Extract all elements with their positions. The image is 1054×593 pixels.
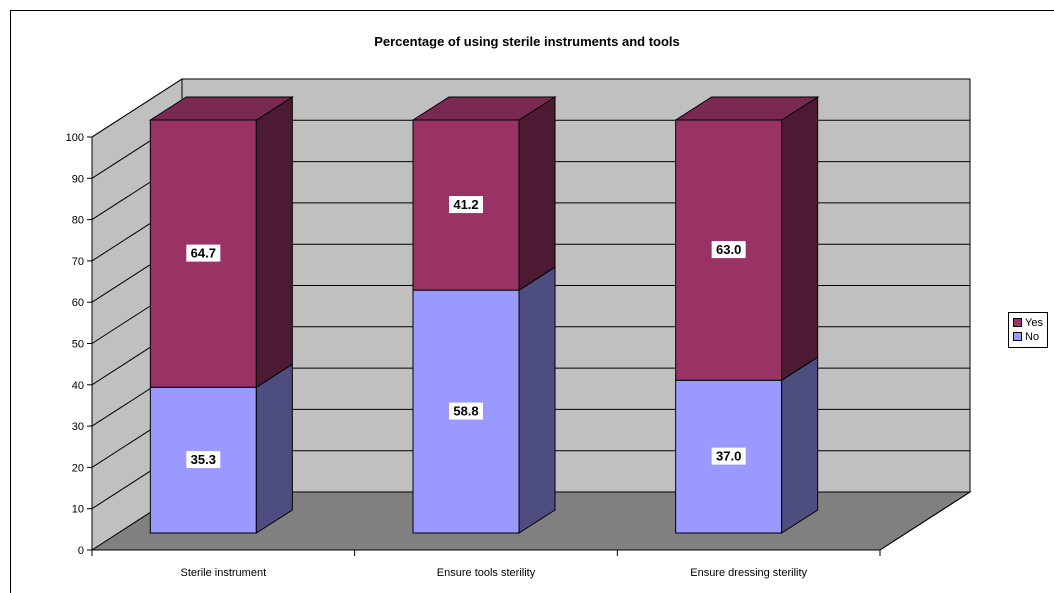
y-tick-label: 70 bbox=[72, 256, 84, 268]
bar-yes-top bbox=[411, 96, 557, 121]
y-tick-label: 90 bbox=[72, 173, 84, 185]
bar-yes-side bbox=[255, 96, 293, 389]
bar-no-side bbox=[255, 363, 293, 534]
chart-title: Percentage of using sterile instruments … bbox=[374, 34, 680, 49]
data-label-bg bbox=[449, 402, 483, 420]
bar-yes-side bbox=[518, 96, 556, 292]
bar-yes-side bbox=[781, 96, 819, 382]
data-label-bg bbox=[711, 241, 746, 259]
legend-swatch bbox=[1013, 331, 1022, 341]
y-tick-label: 100 bbox=[66, 132, 84, 144]
data-label: 58.8 bbox=[453, 404, 478, 419]
bar-no-side bbox=[781, 356, 819, 534]
data-label-bg bbox=[711, 447, 746, 465]
bar-yes-top bbox=[673, 96, 820, 121]
bar-no-side bbox=[518, 266, 556, 534]
data-label: 37.0 bbox=[716, 449, 741, 464]
data-label-bg bbox=[449, 196, 483, 214]
data-label: 41.2 bbox=[453, 197, 478, 212]
y-tick-label: 50 bbox=[72, 339, 84, 351]
chart-frame bbox=[10, 10, 1054, 593]
y-tick-label: 10 bbox=[72, 504, 84, 516]
y-tick-label: 60 bbox=[72, 297, 84, 309]
data-label: 35.3 bbox=[191, 452, 216, 467]
x-tick-label: Ensure tools sterility bbox=[437, 567, 536, 579]
data-label: 64.7 bbox=[191, 246, 216, 261]
x-tick-label: Sterile instrument bbox=[181, 567, 267, 579]
data-label: 63.0 bbox=[716, 242, 741, 257]
data-label-bg bbox=[186, 451, 221, 469]
y-tick-label: 30 bbox=[72, 421, 84, 433]
x-tick-label: Ensure dressing sterility bbox=[690, 567, 807, 579]
legend-item-no: No bbox=[1013, 331, 1039, 344]
floor-edge bbox=[879, 491, 971, 551]
side-gridline bbox=[91, 78, 183, 138]
y-tick-label: 80 bbox=[72, 215, 84, 227]
y-tick-label: 0 bbox=[78, 545, 84, 557]
data-label-bg bbox=[186, 244, 221, 262]
y-tick-label: 20 bbox=[72, 462, 84, 474]
legend-label: Yes bbox=[1025, 317, 1043, 329]
legend-label: No bbox=[1025, 331, 1040, 343]
legend: Yes No bbox=[1008, 312, 1048, 348]
y-tick-label: 40 bbox=[72, 380, 84, 392]
legend-swatch bbox=[1013, 317, 1022, 327]
legend-item-yes: Yes bbox=[1013, 317, 1043, 330]
bar-yes-top bbox=[148, 96, 295, 121]
